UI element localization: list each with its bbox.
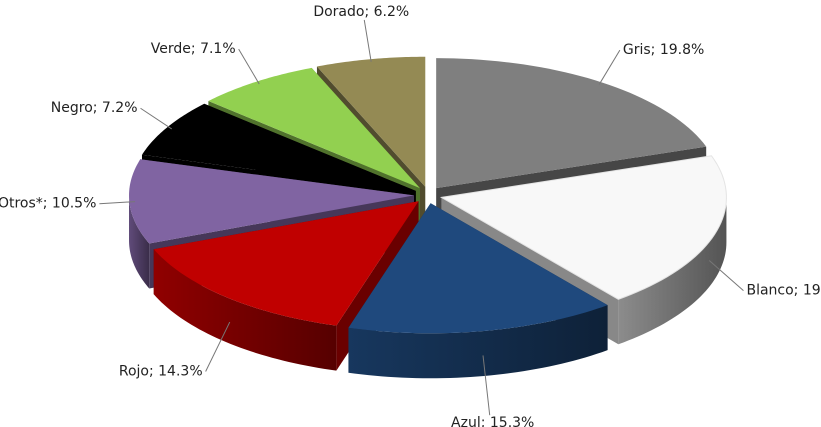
data-label: Negro; 7.2% bbox=[51, 100, 138, 116]
leader-line bbox=[708, 260, 744, 292]
leader-line bbox=[99, 201, 136, 205]
data-label: Rojo; 14.3% bbox=[119, 363, 203, 379]
slice bbox=[129, 159, 415, 244]
data-label: Azul; 15.3% bbox=[451, 415, 534, 427]
leader-line bbox=[205, 321, 231, 372]
slice-wall bbox=[348, 305, 608, 379]
leader-line bbox=[238, 48, 260, 85]
data-label: Dorado; 6.2% bbox=[313, 4, 409, 20]
data-label: Verde; 7.1% bbox=[151, 41, 236, 57]
leader-line bbox=[482, 355, 491, 416]
slice bbox=[208, 67, 420, 189]
slice-wall bbox=[153, 249, 337, 371]
slice bbox=[436, 58, 707, 189]
data-label: Gris; 19.8% bbox=[623, 42, 704, 58]
leader-line bbox=[140, 107, 172, 130]
slice-wall bbox=[618, 197, 727, 345]
slice bbox=[348, 203, 608, 334]
slice bbox=[153, 201, 419, 326]
data-label: Blanco; 19.5% bbox=[746, 283, 821, 299]
slice bbox=[439, 155, 727, 300]
slice-wall bbox=[129, 195, 150, 289]
slice bbox=[141, 103, 416, 191]
leader-line bbox=[598, 49, 621, 85]
leader-line bbox=[363, 19, 372, 62]
data-label: Otros*; 10.5% bbox=[0, 196, 96, 212]
slice bbox=[316, 56, 426, 187]
